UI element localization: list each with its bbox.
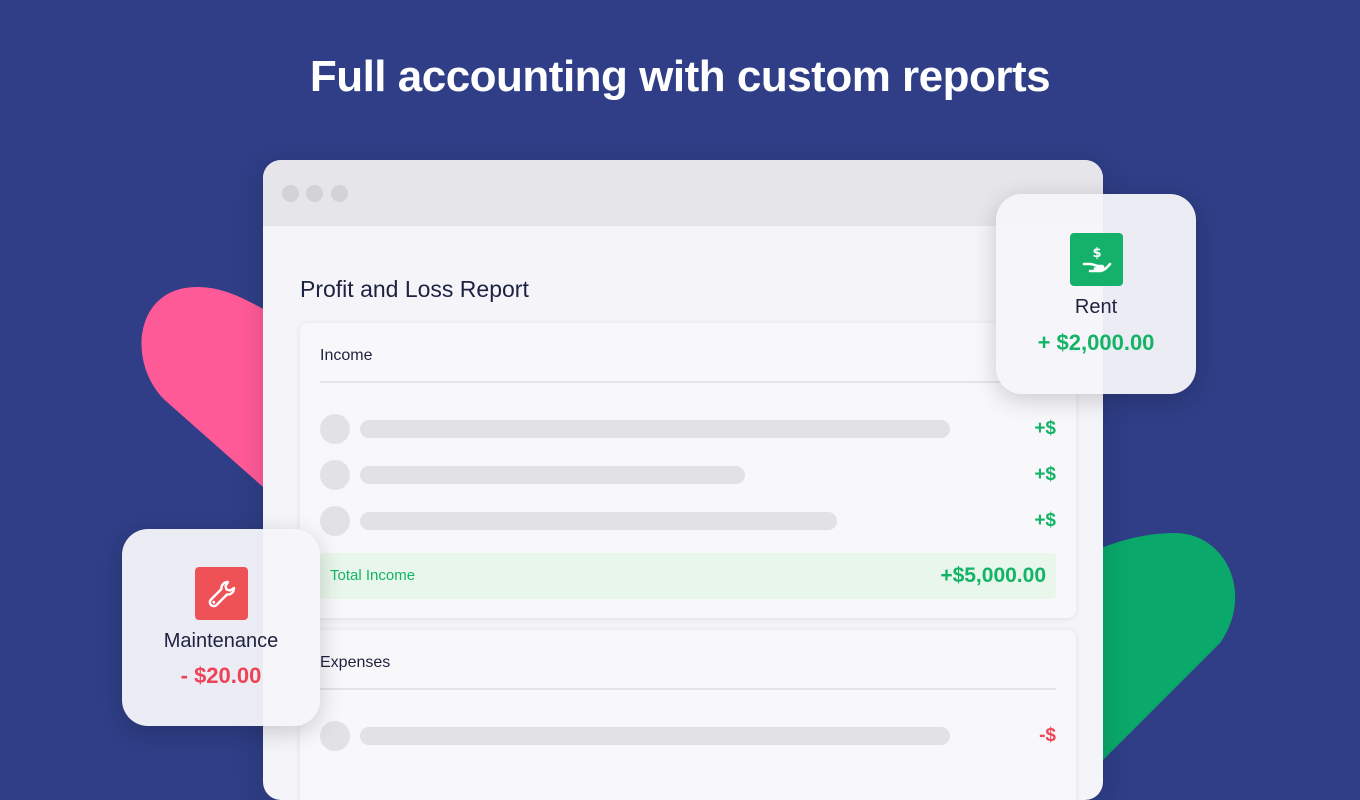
income-row[interactable]: +$ (320, 414, 1056, 444)
rent-label: Rent (1074, 296, 1118, 318)
row-amount: -$ (1039, 725, 1056, 746)
rent-amount: + $2,000.00 (1037, 330, 1155, 355)
income-panel: Income +$ +$ +$ Total Income +$5,000.00 (300, 323, 1076, 618)
row-amount: +$ (1034, 464, 1056, 485)
total-income-label: Total Income (330, 567, 416, 584)
page-headline: Full accounting with custom reports (309, 52, 1051, 101)
avatar-placeholder (320, 460, 350, 490)
rent-card[interactable]: $ Rent + $2,000.00 (996, 194, 1196, 394)
expenses-panel: Expenses -$ (300, 630, 1076, 800)
pink-heart-shape (141, 287, 297, 517)
report-window: Profit and Loss Report Income +$ +$ +$ T… (263, 160, 1103, 800)
window-dot-icon (282, 185, 299, 202)
svg-text:$: $ (1092, 246, 1101, 261)
income-row[interactable]: +$ (320, 506, 1056, 536)
expenses-heading: Expenses (320, 654, 391, 671)
text-placeholder-bar (360, 512, 837, 530)
report-title: Profit and Loss Report (300, 276, 529, 302)
maintenance-amount: - $20.00 (180, 663, 262, 688)
window-dot-icon (306, 185, 323, 202)
total-income-value: +$5,000.00 (940, 564, 1046, 587)
hand-dollar-icon: $ (1070, 233, 1123, 286)
window-dot-icon (331, 185, 348, 202)
window-titlebar (263, 160, 1103, 226)
green-heart-shape (1090, 533, 1236, 773)
text-placeholder-bar (360, 466, 745, 484)
avatar-placeholder (320, 721, 350, 751)
wrench-icon (195, 567, 248, 620)
income-row[interactable]: +$ (320, 460, 1056, 490)
avatar-placeholder (320, 506, 350, 536)
divider (320, 381, 1056, 383)
total-income-row: Total Income +$5,000.00 (320, 553, 1056, 599)
text-placeholder-bar (360, 420, 950, 438)
divider (320, 688, 1056, 690)
avatar-placeholder (320, 414, 350, 444)
maintenance-label: Maintenance (163, 630, 279, 652)
text-placeholder-bar (360, 727, 950, 745)
row-amount: +$ (1034, 418, 1056, 439)
row-amount: +$ (1034, 510, 1056, 531)
expense-row[interactable]: -$ (320, 721, 1056, 751)
maintenance-card[interactable]: Maintenance - $20.00 (122, 529, 320, 726)
income-heading: Income (320, 347, 373, 364)
